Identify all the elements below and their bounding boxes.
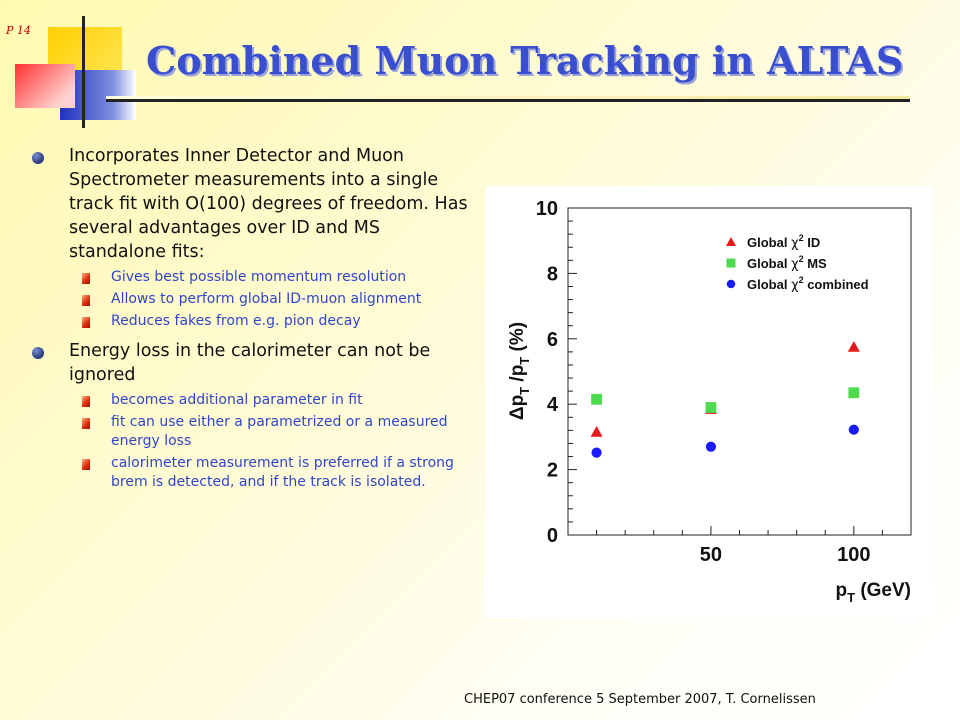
legend-label-sup: 2 [799, 275, 804, 285]
data-point-triangle [847, 340, 860, 352]
data-point-square [705, 402, 717, 413]
x-axis-label-unit: (GeV) [855, 580, 911, 601]
sub-bullet-item: Allows to perform global ID-muon alignme… [32, 290, 472, 309]
y-tick-label: 8 [547, 263, 558, 285]
page-number: P 14 [6, 24, 31, 37]
sub-bullet-text: fit can use either a parametrized or a m… [111, 414, 448, 449]
legend-label-text: MS [804, 256, 827, 271]
y-tick-label: 4 [547, 394, 559, 416]
legend-label-sup: 2 [799, 254, 804, 264]
legend-label-text: Global [747, 235, 791, 250]
legend-label-text: Global [747, 256, 791, 271]
bullet-dot-icon [32, 347, 44, 359]
sub-bullet-item: fit can use either a parametrized or a m… [32, 413, 472, 451]
legend-label-text: combined [804, 277, 869, 292]
data-point-circle [705, 441, 717, 452]
sub-bullet-text: calorimeter measurement is preferred if … [111, 455, 454, 490]
sub-bullet-item: Gives best possible momentum resolution [32, 268, 472, 287]
title-rule-shade [106, 96, 910, 99]
y-tick-label: 10 [536, 198, 558, 220]
x-axis-label-sub: T [847, 590, 855, 605]
data-point-square [591, 393, 602, 405]
legend-marker-square [726, 258, 736, 268]
sub-bullet-text: Reduces fakes from e.g. pion decay [111, 313, 361, 329]
sub-bullet-text: Allows to perform global ID-muon alignme… [111, 291, 422, 307]
tick-layer: 0 2 4 6 8 10 50 100 [536, 198, 883, 566]
sub-bullet-icon [82, 317, 90, 328]
x-tick-label: 100 [837, 544, 870, 566]
legend-label-chi: χ [791, 257, 799, 272]
bullet-dot-icon [32, 152, 44, 164]
legend-label-sup: 2 [799, 233, 804, 243]
bullet-item: Energy loss in the calorimeter can not b… [32, 339, 472, 387]
sub-bullet-item: calorimeter measurement is preferred if … [32, 454, 472, 492]
sub-bullet-icon [82, 418, 90, 429]
sub-bullet-icon [82, 396, 90, 407]
logo-vertical-rule [82, 16, 85, 128]
legend-label: Global χ2 ID [747, 233, 820, 251]
marks-layer [590, 340, 860, 458]
sub-bullet-item: becomes additional parameter in fit [32, 391, 472, 410]
bullet-item: Incorporates Inner Detector and Muon Spe… [32, 144, 472, 264]
legend-label-text: ID [804, 235, 821, 250]
bullet-text: Incorporates Inner Detector and Muon Spe… [69, 146, 468, 262]
x-tick-label: 50 [700, 544, 722, 566]
footer-credit: CHEP07 conference 5 September 2007, T. C… [464, 692, 816, 707]
sub-bullet-icon [82, 295, 90, 306]
y-tick-label: 2 [547, 460, 558, 482]
legend-label-chi: χ [791, 278, 799, 293]
legend-marker-triangle [726, 237, 736, 246]
y-axis-label-unit: (%) [507, 322, 528, 357]
sub-bullet-icon [82, 273, 90, 284]
legend-label: Global χ2 MS [747, 254, 827, 272]
data-point-square [848, 387, 860, 399]
y-tick-label: 6 [547, 329, 558, 351]
legend-label-chi: χ [791, 236, 799, 251]
slide-title: Combined Muon Tracking in ALTAS [146, 38, 904, 83]
sub-bullet-text: Gives best possible momentum resolution [111, 269, 407, 285]
bullet-text: Energy loss in the calorimeter can not b… [69, 341, 431, 385]
chart-panel: 0 2 4 6 8 10 50 100 Global χ2 ID Global χ2 MS Glo… [485, 186, 933, 618]
y-axis-label-slash: /p [507, 365, 528, 387]
y-axis-label-p: p [507, 395, 528, 407]
y-axis-label-delta: Δ [507, 406, 528, 420]
y-axis-label: ΔpT /pT (%) [507, 322, 532, 420]
legend-marker-circle [726, 279, 736, 289]
data-point-circle [591, 447, 602, 458]
bullet-list: Incorporates Inner Detector and Muon Spe… [32, 144, 472, 494]
logo-block-red [15, 64, 75, 108]
x-axis-label-p: p [835, 580, 847, 601]
sub-bullet-item: Reduces fakes from e.g. pion decay [32, 312, 472, 331]
data-point-circle [848, 424, 859, 435]
x-axis-label: pT (GeV) [835, 580, 911, 605]
sub-bullet-icon [82, 459, 90, 470]
legend-label: Global χ2 combined [747, 275, 869, 293]
sub-bullet-text: becomes additional parameter in fit [111, 392, 363, 408]
title-rule [106, 99, 910, 102]
legend-label-text: Global [747, 277, 791, 292]
y-tick-label: 0 [547, 525, 558, 547]
y-axis-label-sub: T [517, 387, 532, 395]
data-point-triangle [590, 425, 603, 437]
y-axis-label-sub2: T [517, 357, 532, 365]
plot-frame [567, 207, 912, 536]
